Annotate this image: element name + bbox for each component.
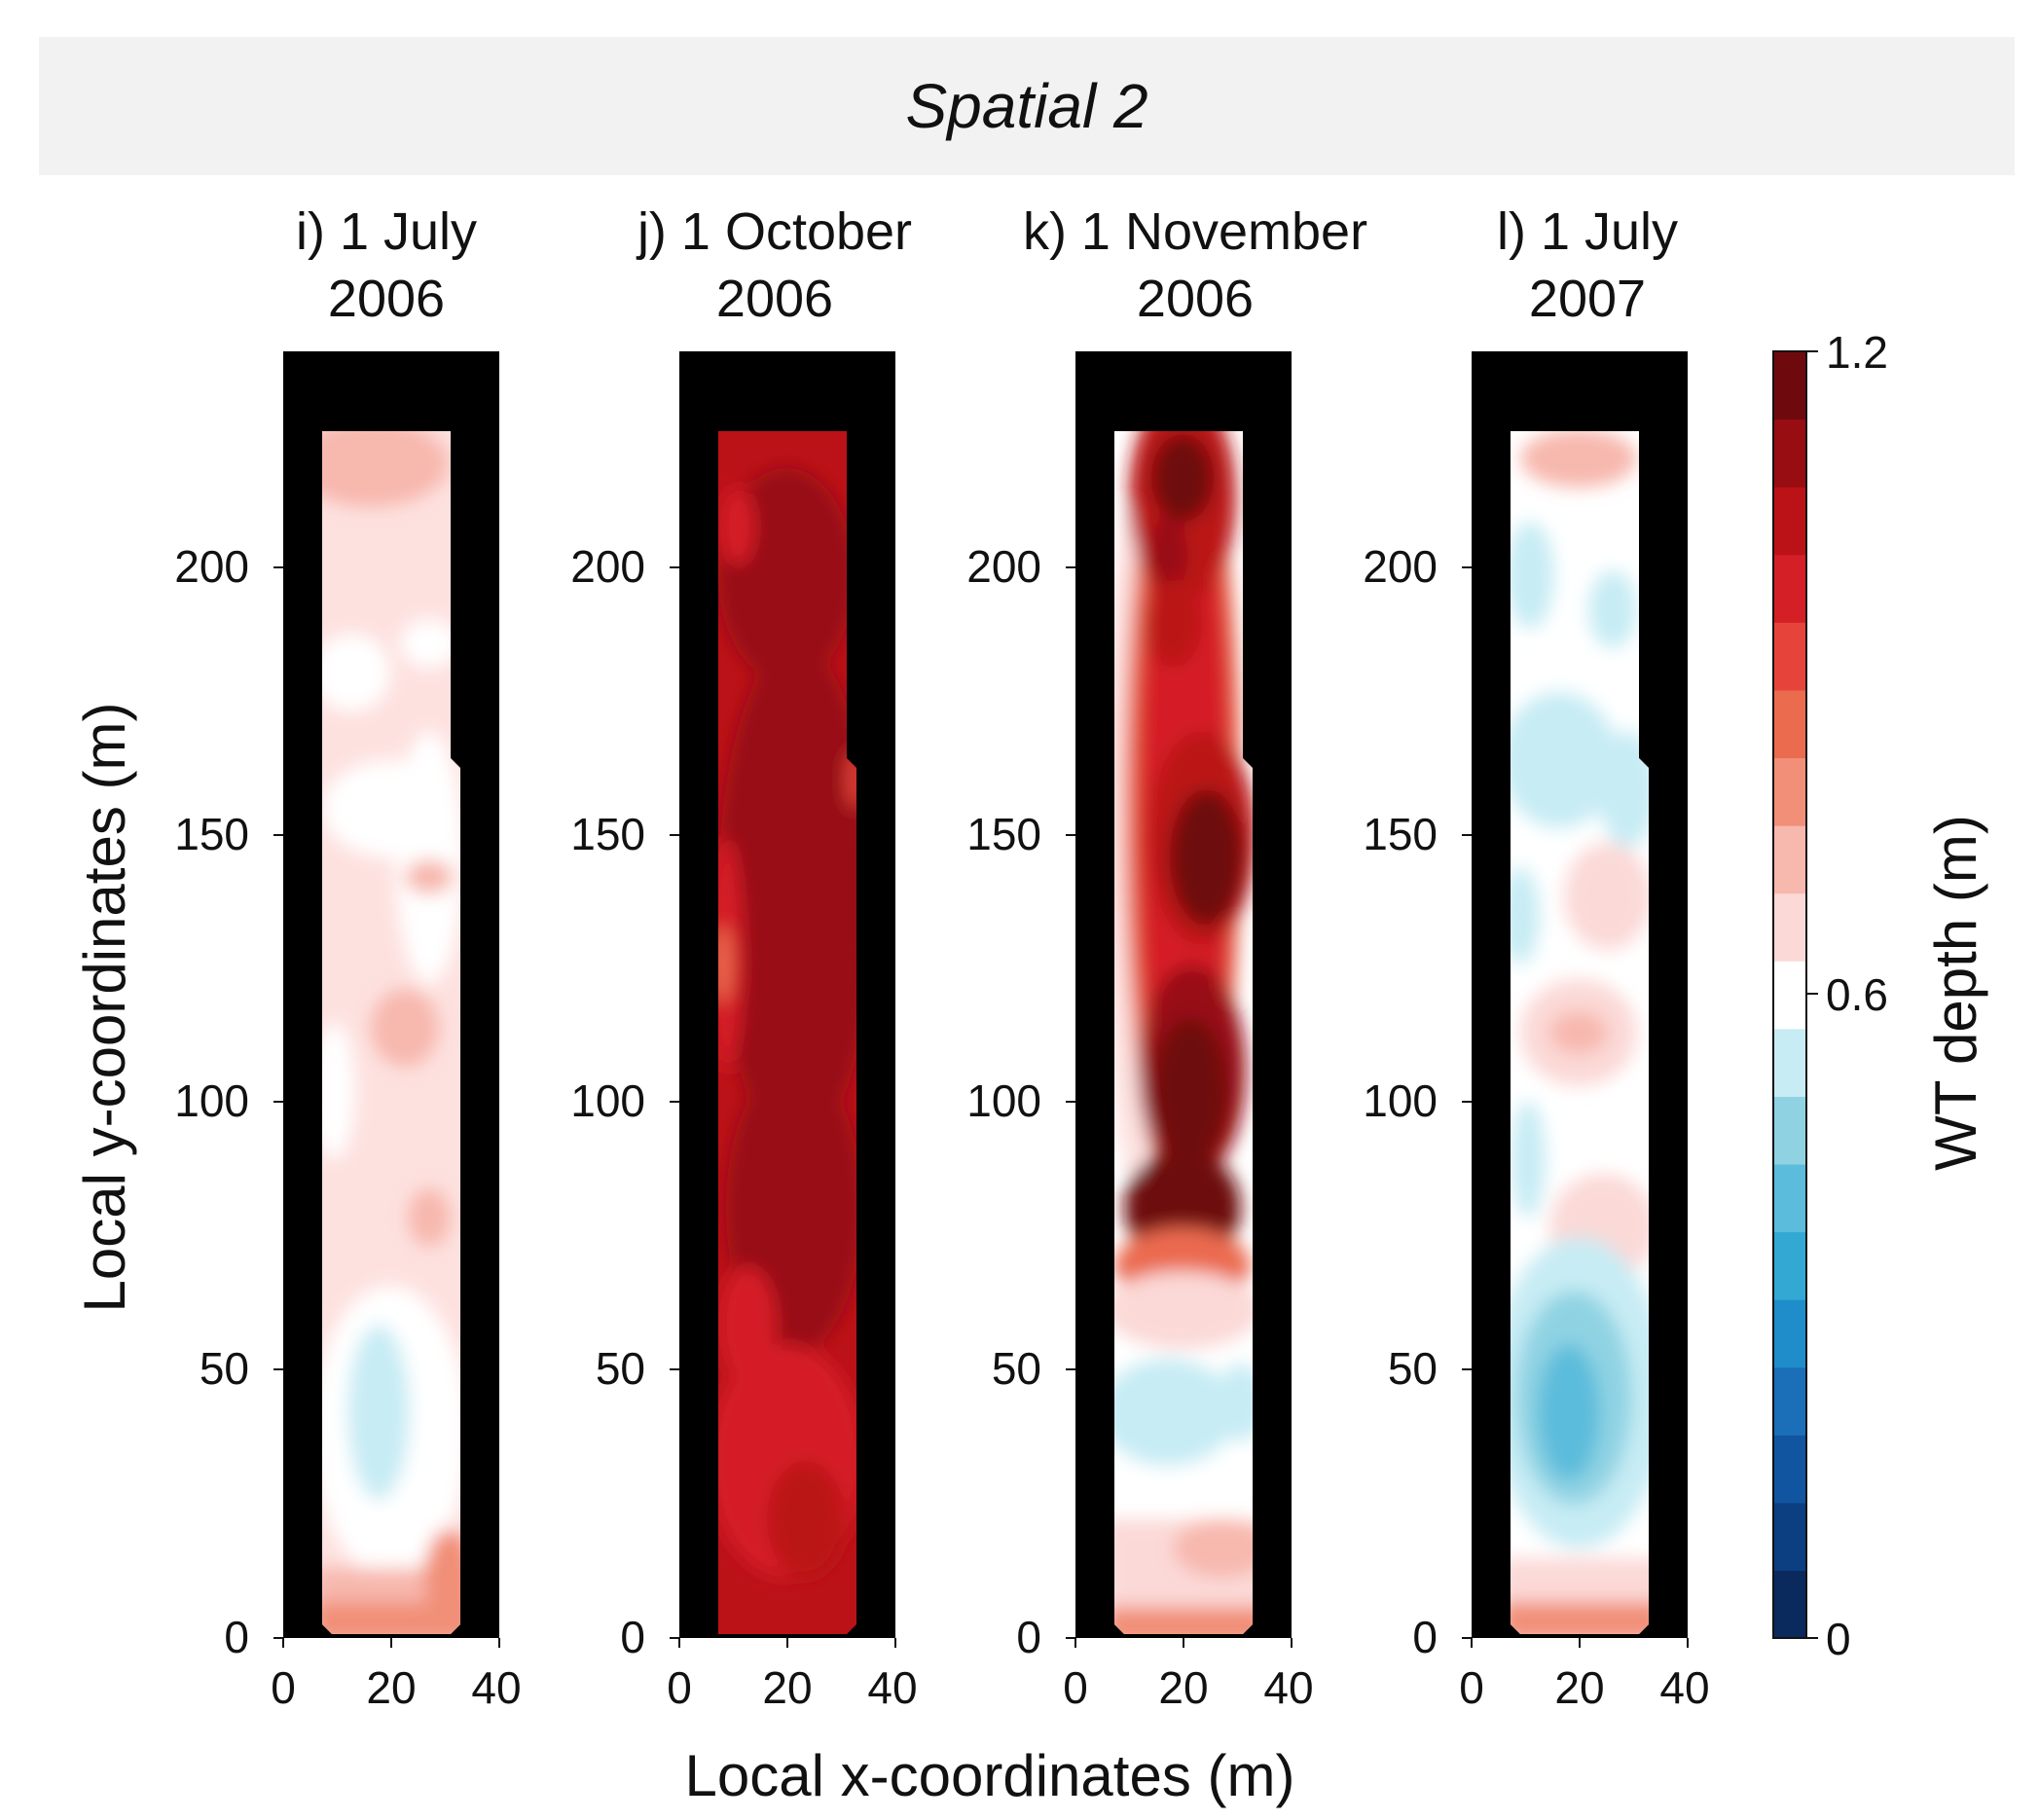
colorbar-band — [1773, 1028, 1806, 1097]
y-tick-labels: 200 150 100 50 0 200 150 100 50 0 200 15… — [174, 541, 1438, 1662]
x-axis-label: Local x-coordinates (m) — [685, 1743, 1295, 1808]
colorbar-band — [1773, 1570, 1806, 1639]
x-tick-label: 0 — [1063, 1662, 1088, 1713]
y-tick-label: 150 — [966, 809, 1041, 859]
panel-k — [1075, 351, 1292, 1638]
panel-j-title-1: j) 1 October — [636, 202, 912, 261]
y-tick-label: 0 — [224, 1612, 249, 1662]
figure-title: Spatial 2 — [905, 71, 1148, 141]
y-tick-label: 200 — [174, 541, 249, 592]
y-tick-label: 200 — [966, 541, 1041, 592]
panel-l — [1472, 351, 1688, 1638]
y-tick-label: 100 — [174, 1075, 249, 1126]
colorbar-band — [1773, 1096, 1806, 1165]
x-tick-labels: 0 20 40 0 20 40 0 20 40 0 20 40 — [271, 1662, 1709, 1713]
panel-k-title-2: 2006 — [1137, 270, 1254, 328]
x-tick-label: 40 — [1659, 1662, 1709, 1713]
panel-i-title-1: i) 1 July — [296, 202, 477, 261]
x-tick-label: 20 — [1158, 1662, 1208, 1713]
panel-k-title-1: k) 1 November — [1023, 202, 1367, 261]
colorbar-band — [1773, 1299, 1806, 1368]
x-tick-label: 40 — [867, 1662, 917, 1713]
panel-l-title-1: l) 1 July — [1497, 202, 1678, 261]
colorbar-band — [1773, 487, 1806, 556]
x-tick-label: 0 — [1459, 1662, 1484, 1713]
x-tick-label: 0 — [667, 1662, 692, 1713]
colorbar-band — [1773, 1366, 1806, 1436]
header-band: Spatial 2 — [39, 37, 2015, 175]
colorbar-band — [1773, 1502, 1806, 1572]
y-tick-label: 100 — [1363, 1075, 1438, 1126]
x-tick-label: 0 — [271, 1662, 296, 1713]
x-tick-label: 40 — [1263, 1662, 1313, 1713]
y-tick-label: 150 — [174, 809, 249, 859]
x-tick-label: 40 — [471, 1662, 521, 1713]
panel-j — [679, 351, 895, 1638]
y-tick-label: 0 — [1016, 1612, 1041, 1662]
y-axis-label: Local y-coordinates (m) — [72, 703, 137, 1313]
colorbar: 1.2 0.6 0 WT depth (m) — [1772, 327, 1988, 1664]
y-tick-label: 50 — [992, 1343, 1041, 1394]
colorbar-band — [1773, 554, 1806, 623]
y-tick-label: 150 — [1363, 809, 1438, 859]
colorbar-label: WT depth (m) — [1923, 815, 1988, 1171]
colorbar-band — [1773, 757, 1806, 826]
colorbar-band — [1773, 622, 1806, 691]
colorbar-tick-label: 0 — [1826, 1614, 1851, 1664]
colorbar-tick-label: 1.2 — [1826, 327, 1888, 378]
colorbar-band — [1773, 419, 1806, 488]
panel-j-title-2: 2006 — [716, 270, 833, 328]
x-tick-label: 20 — [366, 1662, 416, 1713]
colorbar-band — [1773, 351, 1806, 420]
panel-i — [283, 351, 499, 1638]
y-tick-label: 150 — [570, 809, 645, 859]
y-tick-label: 50 — [200, 1343, 249, 1394]
colorbar-band — [1773, 1231, 1806, 1300]
y-tick-label: 50 — [1388, 1343, 1438, 1394]
x-tick-label: 20 — [1554, 1662, 1604, 1713]
y-tick-label: 100 — [966, 1075, 1041, 1126]
colorbar-band — [1773, 825, 1806, 894]
y-tick-label: 50 — [596, 1343, 645, 1394]
colorbar-band — [1773, 961, 1806, 1030]
panel-l-title-2: 2007 — [1529, 270, 1646, 328]
colorbar-band — [1773, 1163, 1806, 1233]
colorbar-band — [1773, 689, 1806, 759]
colorbar-tick-label: 0.6 — [1826, 969, 1888, 1020]
panel-titles: i) 1 July 2006 j) 1 October 2006 k) 1 No… — [296, 202, 1678, 328]
panel-i-title-2: 2006 — [328, 270, 445, 328]
colorbar-band — [1773, 1435, 1806, 1504]
axes — [273, 566, 1689, 1648]
colorbar-band — [1773, 892, 1806, 962]
y-tick-label: 0 — [1412, 1612, 1438, 1662]
y-tick-label: 100 — [570, 1075, 645, 1126]
y-tick-label: 200 — [1363, 541, 1438, 592]
y-tick-label: 0 — [620, 1612, 645, 1662]
x-tick-label: 20 — [762, 1662, 812, 1713]
y-tick-label: 200 — [570, 541, 645, 592]
colorbar-bands — [1773, 351, 1806, 1639]
